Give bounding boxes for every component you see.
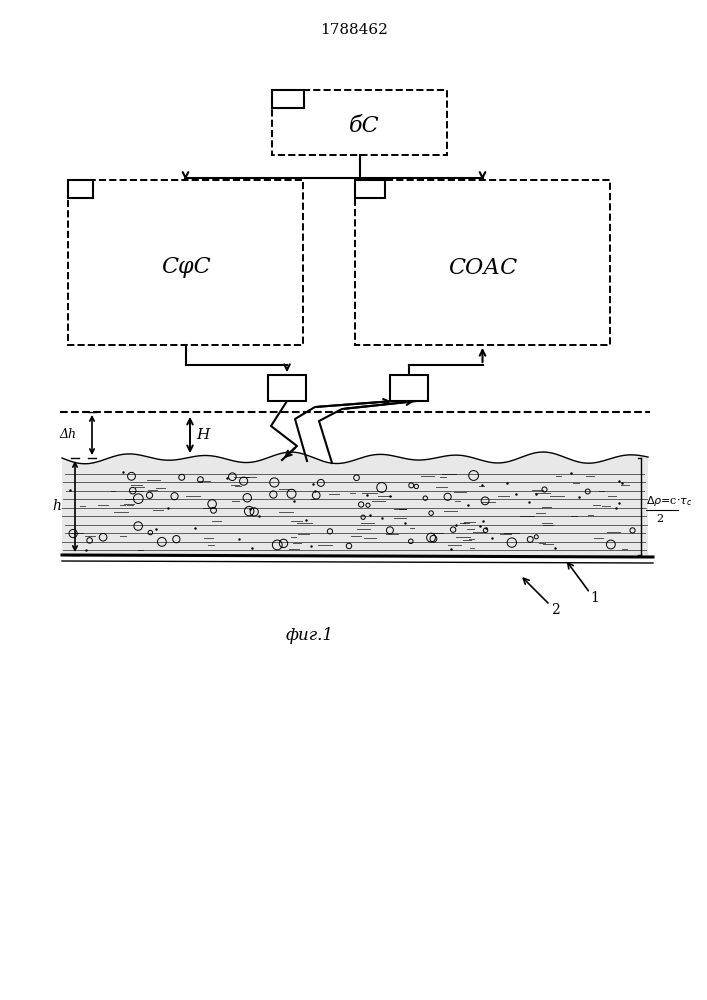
Text: 1: 1	[590, 591, 600, 605]
Polygon shape	[68, 180, 93, 198]
Text: 4: 4	[404, 381, 414, 395]
Text: СОАС: СОАС	[448, 256, 517, 278]
Text: $\Delta\rho$=c·$\tau_c$: $\Delta\rho$=c·$\tau_c$	[646, 493, 693, 508]
Polygon shape	[355, 180, 385, 198]
Polygon shape	[68, 180, 303, 345]
Text: II: II	[366, 184, 375, 194]
Text: СφС: СφС	[160, 256, 210, 278]
Polygon shape	[268, 375, 306, 401]
Text: 1788462: 1788462	[320, 23, 388, 37]
Text: III: III	[281, 94, 295, 104]
Text: 2: 2	[656, 514, 664, 524]
Text: 3: 3	[282, 381, 292, 395]
Polygon shape	[272, 90, 304, 108]
Polygon shape	[390, 375, 428, 401]
Text: I: I	[78, 184, 83, 194]
Text: h: h	[52, 499, 61, 514]
Text: H: H	[196, 428, 209, 442]
Polygon shape	[62, 452, 648, 555]
Polygon shape	[272, 90, 447, 155]
Polygon shape	[355, 180, 610, 345]
Text: Δh: Δh	[59, 428, 76, 442]
Text: фиг.1: фиг.1	[286, 626, 334, 644]
Text: бС: бС	[349, 114, 380, 136]
Text: 2: 2	[551, 603, 559, 617]
